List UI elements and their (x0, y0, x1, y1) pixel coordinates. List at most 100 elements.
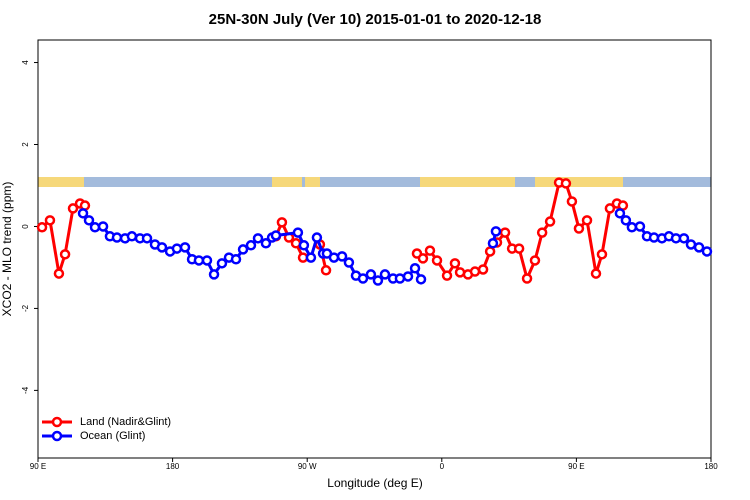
land-strip (272, 177, 302, 187)
data-point (484, 246, 496, 257)
data-point (270, 230, 282, 241)
data-point (67, 203, 79, 214)
data-point (581, 215, 593, 226)
legend: Land (Nadir&Glint) Ocean (Glint) (42, 416, 171, 442)
y-tick-label: 4 (21, 60, 30, 65)
data-point (701, 246, 713, 257)
legend-label: Ocean (Glint) (80, 430, 145, 442)
data-point (179, 242, 191, 253)
data-point (499, 227, 511, 238)
x-tick-label: 90 E (568, 462, 584, 471)
data-point (417, 253, 429, 264)
data-point (521, 273, 533, 284)
data-point (590, 268, 602, 279)
data-point (693, 242, 705, 253)
data-point (36, 222, 48, 233)
legend-marker (51, 416, 63, 428)
y-tick-label: 0 (21, 224, 30, 229)
data-point (402, 271, 414, 282)
data-point (276, 217, 288, 228)
data-point (89, 222, 101, 233)
x-tick-label: 90 W (298, 462, 317, 471)
data-point (365, 269, 377, 280)
data-point (343, 257, 355, 268)
data-point (77, 208, 89, 219)
data-point (320, 265, 332, 276)
legend-marker (51, 430, 63, 442)
data-point (292, 227, 304, 238)
y-tick-label: 2 (21, 142, 30, 147)
data-point (678, 233, 690, 244)
data-point (111, 232, 123, 243)
surface-strip (38, 177, 711, 187)
data-point (415, 274, 427, 285)
land-strip (420, 177, 515, 187)
data-point (487, 238, 499, 249)
data-point (208, 269, 220, 280)
data-point (626, 222, 638, 233)
data-point (424, 245, 436, 256)
data-point (305, 252, 317, 263)
data-point (544, 216, 556, 227)
land-strip (535, 177, 623, 187)
data-point (379, 269, 391, 280)
data-point (237, 244, 249, 255)
data-point (171, 243, 183, 254)
data-point (449, 258, 461, 269)
data-point (193, 255, 205, 266)
data-point (59, 249, 71, 260)
chart-title: 25N-30N July (Ver 10) 2015-01-01 to 2020… (209, 11, 542, 28)
land-strip (38, 177, 84, 187)
data-point (490, 226, 502, 237)
data-point (620, 215, 632, 226)
data-point (260, 238, 272, 249)
data-point (126, 231, 138, 242)
data-point (298, 240, 310, 251)
data-point (53, 268, 65, 279)
data-point (604, 203, 616, 214)
data-point (141, 233, 153, 244)
y-tick-label: -2 (21, 304, 30, 312)
x-tick-label: 0 (440, 462, 445, 471)
data-point (201, 255, 213, 266)
data-point (311, 232, 323, 243)
data-point (529, 255, 541, 266)
data-point (596, 249, 608, 260)
data-point (477, 264, 489, 275)
data-point (513, 243, 525, 254)
x-tick-label: 90 E (30, 462, 46, 471)
x-tick-label: 180 (704, 462, 718, 471)
data-point (83, 215, 95, 226)
data-point (394, 273, 406, 284)
data-point (357, 273, 369, 284)
data-point (44, 215, 56, 226)
data-point (536, 227, 548, 238)
data-point (634, 221, 646, 232)
data-point (97, 221, 109, 232)
data-point (685, 239, 697, 250)
ocean-strip (38, 177, 711, 187)
data-point (566, 196, 578, 207)
x-tick-label: 180 (166, 462, 180, 471)
data-point (441, 270, 453, 281)
data-point (328, 252, 340, 263)
data-point (431, 255, 443, 266)
data-point (245, 240, 257, 251)
data-point (614, 208, 626, 219)
data-point (230, 253, 242, 265)
data-point (469, 266, 481, 277)
data-point (560, 178, 572, 189)
data-point (409, 263, 421, 274)
data-point (216, 258, 228, 269)
y-tick-label: -4 (21, 386, 30, 394)
data-point (573, 223, 585, 234)
legend-label: Land (Nadir&Glint) (80, 416, 171, 428)
x-axis-label: Longitude (deg E) (327, 476, 422, 490)
data-point (156, 242, 168, 253)
data-point (336, 251, 348, 262)
y-axis-label: XCO2 - MLO trend (ppm) (0, 182, 14, 317)
data-point (372, 275, 384, 286)
land-strip (305, 177, 320, 187)
